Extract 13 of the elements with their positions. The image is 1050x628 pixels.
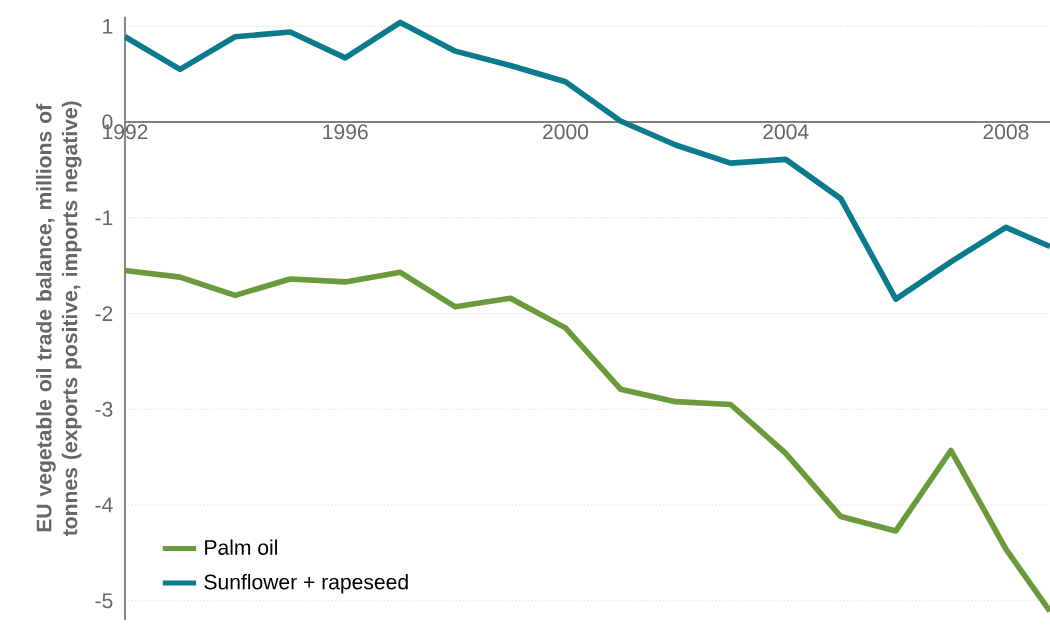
x-tick-label: 2004 bbox=[763, 124, 809, 140]
y-axis-title: EU vegetable oil trade balance, millions of tonnes (exports positive, imports negative) bbox=[36, 101, 82, 537]
x-tick-label: 1996 bbox=[323, 124, 368, 140]
y-tick-label: -4 bbox=[95, 497, 113, 513]
legend-label: Sunflower + rapeseed bbox=[204, 573, 408, 594]
y-tick-label: -5 bbox=[95, 593, 113, 609]
y-tick-label: -1 bbox=[95, 210, 113, 226]
legend-label: Palm oil bbox=[205, 539, 277, 555]
y-tick-label: -2 bbox=[95, 306, 113, 321]
y-tick-label: -3 bbox=[95, 401, 113, 417]
y-tick-label: 1 bbox=[103, 18, 113, 34]
x-tick-label: 2008 bbox=[983, 124, 1029, 140]
x-tick-label: 2000 bbox=[543, 124, 589, 140]
